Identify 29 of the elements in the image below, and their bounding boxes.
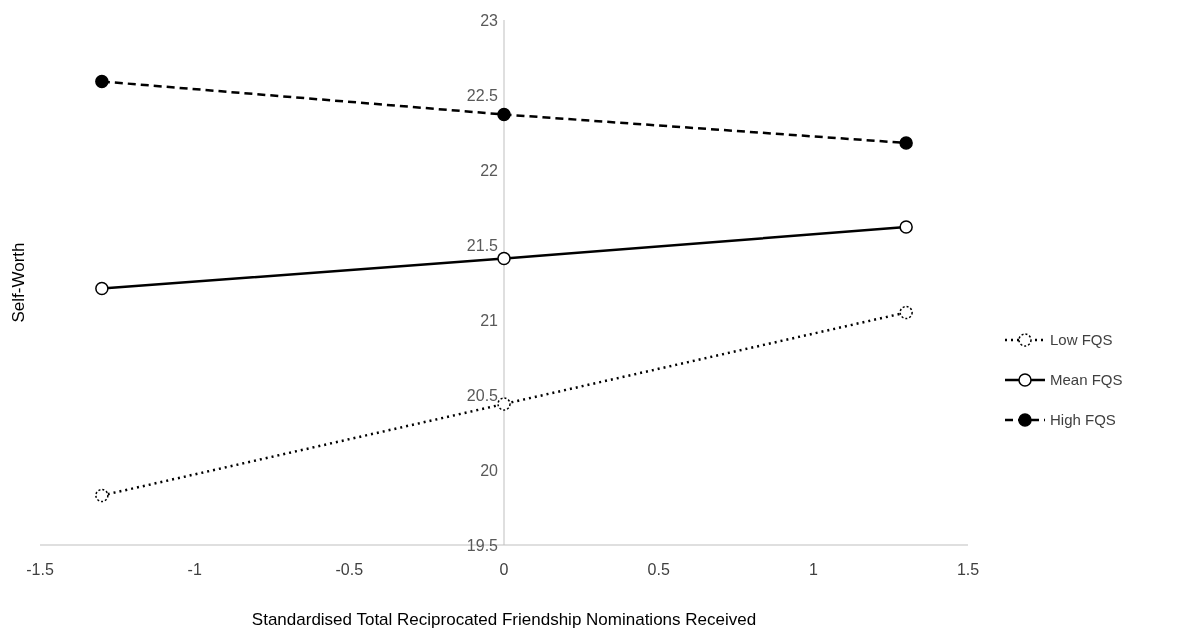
x-tick-label: -0.5 <box>335 561 364 578</box>
x-axis-title: Standardised Total Reciprocated Friendship Nominations Received <box>251 610 757 629</box>
point <box>95 281 109 296</box>
y-tick-label: 19.5 <box>466 537 499 554</box>
point <box>95 74 109 89</box>
y-tick-label: 23 <box>480 12 499 29</box>
point <box>497 107 511 122</box>
legend-label: Low FQS <box>1050 331 1113 348</box>
x-tick-label: 0.5 <box>647 561 670 578</box>
y-tick-label: 22 <box>480 162 499 179</box>
y-tick-label: 21.5 <box>466 237 499 254</box>
y-tick-label: 22.5 <box>466 87 499 104</box>
point <box>899 136 913 150</box>
point <box>95 488 109 503</box>
x-tick-label: 1.5 <box>956 561 980 578</box>
y-tick-label: 21 <box>480 312 499 329</box>
point <box>497 251 511 266</box>
x-tick-label: 1 <box>808 561 818 578</box>
point <box>899 220 913 234</box>
y-tick-label: 20 <box>480 462 499 479</box>
x-tick-label: 0 <box>499 561 509 578</box>
point <box>899 305 913 320</box>
legend-label: Mean FQS <box>1050 371 1123 388</box>
x-tick-label: -1 <box>187 561 202 578</box>
y-tick-label: 20.5 <box>466 387 499 404</box>
point <box>497 397 511 411</box>
y-axis-title: Self-Worth <box>9 242 28 323</box>
legend-label: High FQS <box>1050 411 1116 428</box>
x-tick-label: -1.5 <box>26 561 54 578</box>
